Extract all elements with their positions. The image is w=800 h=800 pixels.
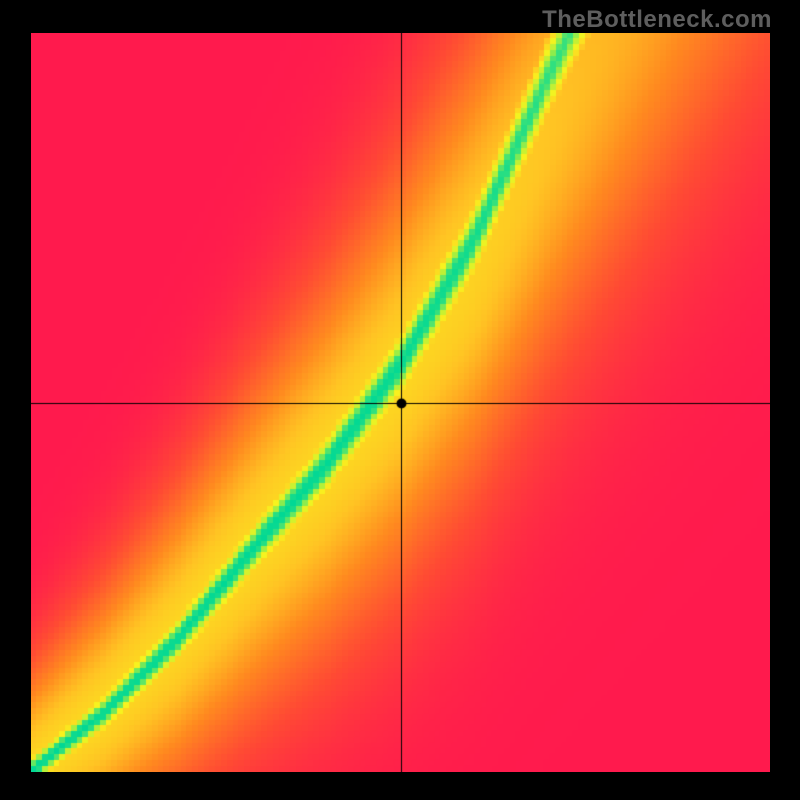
watermark-text: TheBottleneck.com: [542, 6, 772, 34]
crosshair-overlay: [31, 33, 770, 772]
